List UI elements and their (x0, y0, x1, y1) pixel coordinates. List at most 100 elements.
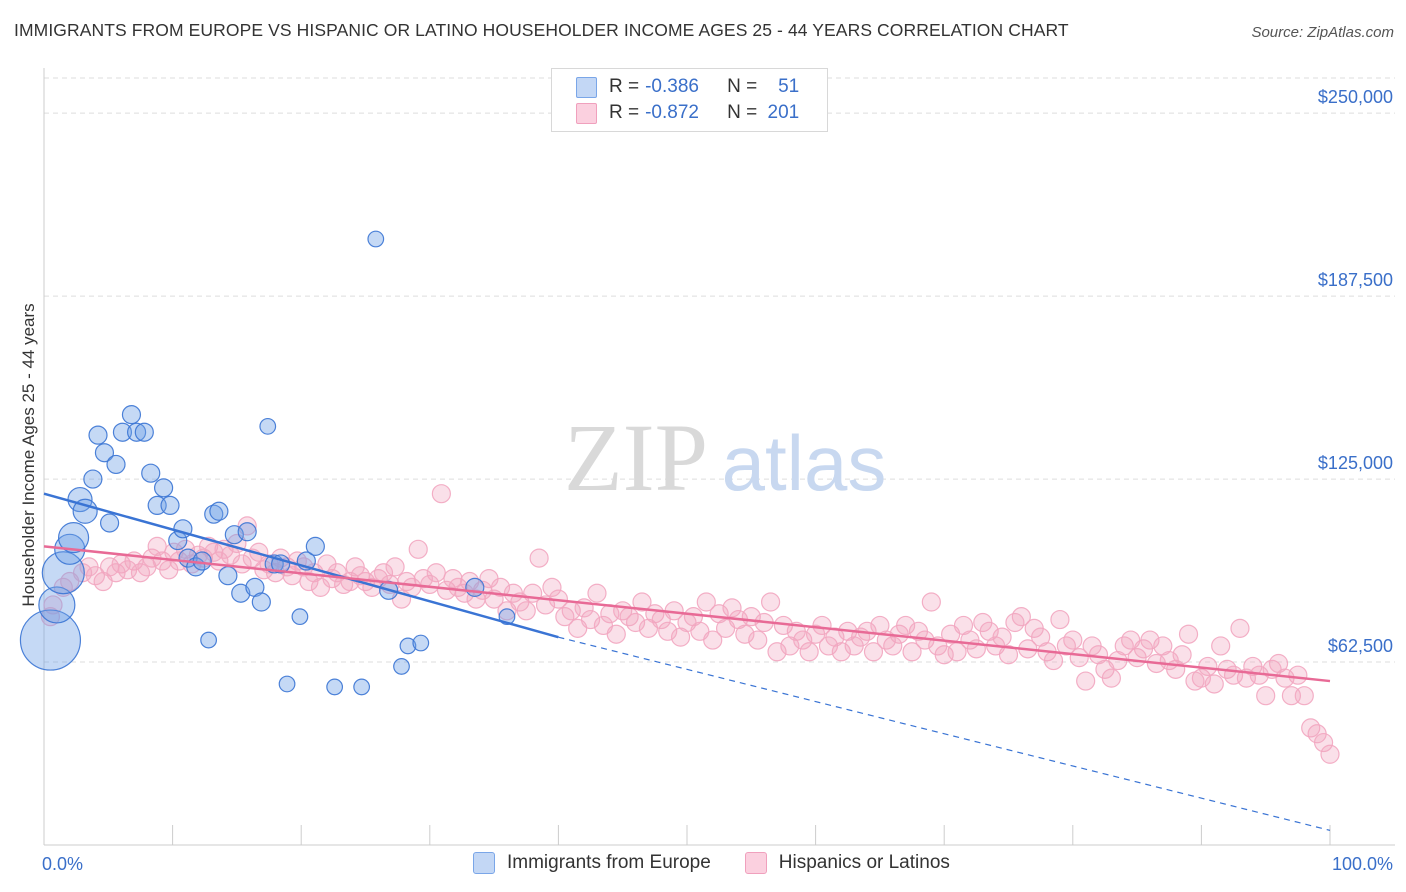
europe-point (141, 463, 161, 483)
hispanic-point (863, 642, 884, 662)
legend-swatch-hispanic (576, 102, 597, 124)
legend-row-hispanic: R = -0.872 N = 201 (576, 101, 799, 125)
europe-point (393, 658, 410, 675)
europe-point (121, 405, 142, 425)
y-tick-label: $125,000 (1318, 453, 1393, 473)
hispanic-point (1313, 732, 1334, 753)
trend-lines (43, 492, 1331, 831)
hispanic-point (426, 563, 446, 583)
europe-point (237, 522, 257, 542)
hispanic-point (1050, 609, 1070, 630)
europe-point (57, 522, 90, 554)
legend-n-label: N = (727, 102, 758, 123)
hispanic-point (632, 592, 652, 612)
europe-point (218, 566, 238, 586)
hispanic-point (696, 592, 716, 612)
europe-point (160, 495, 180, 516)
watermark-atlas: atlas (722, 419, 887, 507)
europe-point (399, 637, 417, 655)
hispanic-point (1076, 671, 1096, 691)
europe-point (19, 609, 82, 671)
hispanic-point (992, 627, 1012, 647)
hispanic-point (1256, 686, 1276, 706)
hispanic-point (1211, 636, 1231, 656)
legend-row-europe: R = -0.386 N = 51 (576, 75, 799, 99)
europe-point (88, 425, 108, 445)
hispanic-point (799, 642, 819, 662)
europe-trend-extension (558, 636, 1331, 831)
legend-item-europe: Immigrants from Europe (473, 852, 711, 874)
europe-point (231, 583, 251, 603)
europe-point (38, 586, 76, 624)
hispanic-point (902, 642, 922, 662)
legend-r-value: -0.872 (645, 102, 699, 123)
hispanic-point (998, 645, 1019, 665)
europe-point (251, 592, 271, 612)
hispanic-point (420, 574, 440, 595)
europe-point (204, 504, 224, 524)
europe-point (126, 422, 147, 442)
hispanic-point (812, 615, 832, 636)
europe-point (72, 498, 98, 524)
hispanic-point (921, 592, 941, 612)
hispanic-point (722, 598, 742, 618)
legend-label-europe: Immigrants from Europe (507, 852, 711, 873)
europe-point (200, 631, 218, 649)
hispanic-point (385, 557, 405, 577)
legend-swatch-hispanic (744, 852, 767, 874)
hispanic-point (1011, 607, 1031, 627)
europe-point (41, 551, 85, 595)
gridlines (44, 77, 1395, 663)
europe-point (192, 551, 212, 571)
hispanic-point (587, 583, 607, 603)
hispanic-point (147, 536, 167, 556)
hispanic-point (1320, 744, 1340, 764)
y-tick-label: $250,000 (1318, 87, 1393, 107)
y-tick-label: $62,500 (1328, 636, 1393, 656)
europe-points (19, 230, 516, 696)
hispanic-point (1294, 686, 1314, 706)
legend-n-label: N = (727, 76, 758, 97)
legend-swatch-europe (576, 76, 597, 98)
hispanic-point (1230, 618, 1250, 638)
europe-point (326, 678, 344, 696)
europe-point (412, 634, 430, 652)
europe-point (465, 577, 485, 597)
hispanic-point (1101, 668, 1121, 688)
x-tick-label: 0.0% (42, 854, 83, 874)
europe-point (83, 469, 103, 489)
hispanic-point (748, 630, 768, 650)
hispanic-point (431, 484, 451, 504)
axes (43, 68, 1395, 846)
legend-item-hispanic: Hispanics or Latinos (744, 852, 950, 874)
hispanic-point (542, 577, 562, 597)
hispanic-point (529, 548, 549, 568)
europe-point (209, 501, 229, 521)
hispanic-trend-line (43, 545, 1331, 683)
chart-title: IMMIGRANTS FROM EUROPE VS HISPANIC OR LA… (14, 20, 1069, 40)
europe-point (367, 230, 385, 248)
europe-point (112, 422, 133, 442)
legend-swatch-europe (473, 852, 495, 874)
hispanic-point (1063, 630, 1083, 650)
hispanic-point (1172, 645, 1192, 665)
watermark-zip: ZIP (564, 404, 708, 511)
europe-point (106, 454, 126, 475)
legend-r-value: -0.386 (645, 76, 699, 97)
hispanic-point (760, 592, 781, 612)
europe-point (99, 513, 120, 533)
hispanic-point (1178, 624, 1199, 644)
hispanic-point (606, 624, 626, 644)
hispanic-point (408, 539, 428, 559)
hispanic-point (43, 595, 63, 615)
europe-point (353, 678, 371, 696)
y-tick-label: $187,500 (1318, 270, 1393, 290)
hispanic-point (883, 636, 903, 656)
y-axis-label: Householder Income Ages 25 - 44 years (19, 303, 38, 606)
hispanic-point (85, 566, 106, 586)
europe-point (291, 608, 309, 626)
europe-point (134, 422, 154, 442)
x-tick-label: 100.0% (1332, 854, 1393, 874)
hispanic-point (516, 601, 536, 621)
